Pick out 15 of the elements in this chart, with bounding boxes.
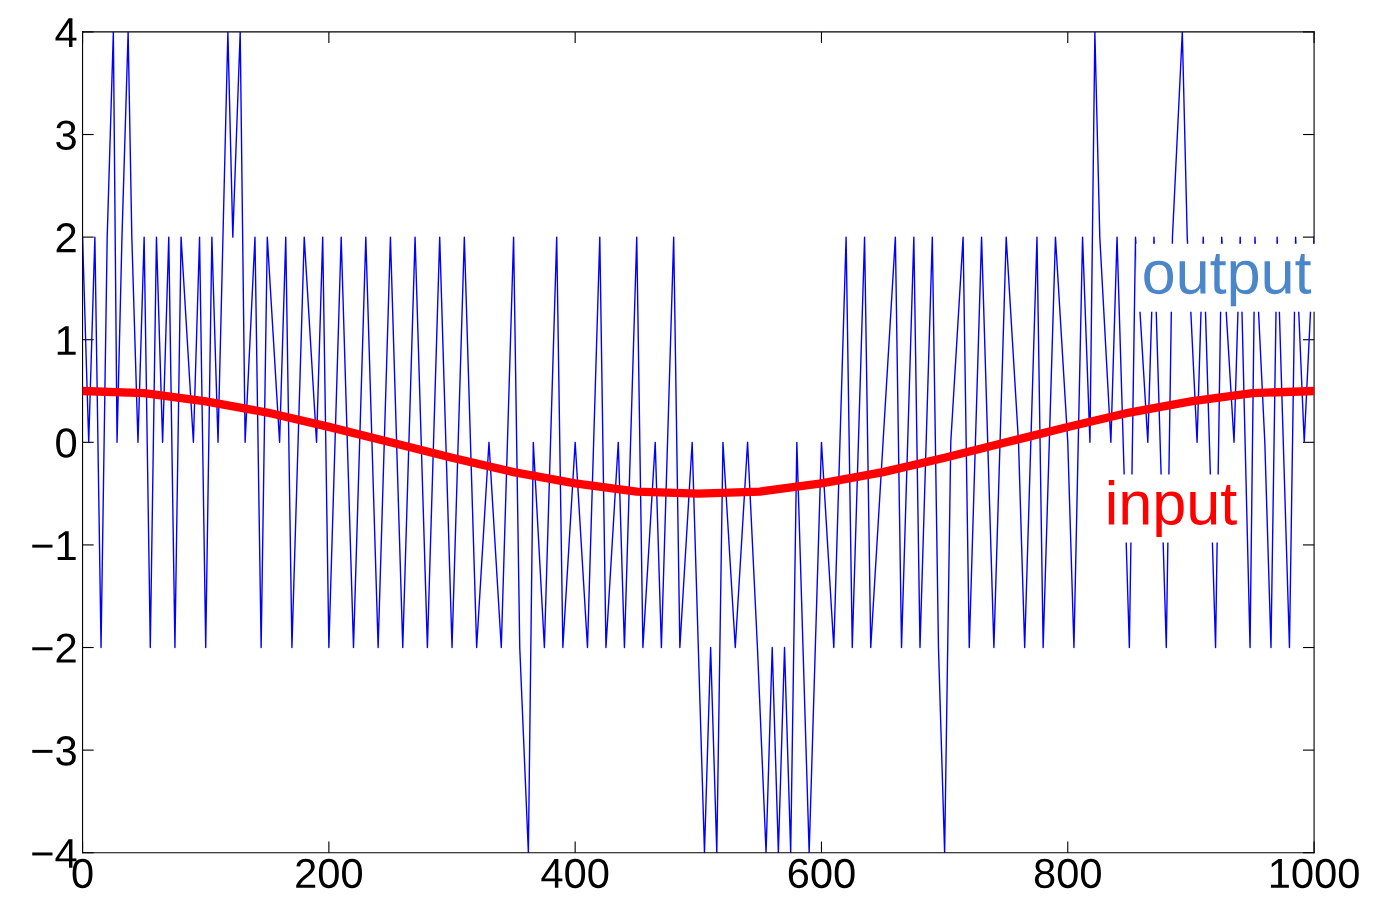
y-tick-label: 2	[56, 223, 76, 253]
y-tick-label: 4	[55, 18, 77, 48]
x-tick-label: 200	[296, 858, 362, 889]
y-tick-label: −3	[32, 736, 76, 766]
series-label: output	[1144, 254, 1312, 307]
x-tick-label: 600	[788, 858, 855, 889]
y-tick-label: 3	[56, 120, 76, 151]
x-tick-label: 800	[1034, 858, 1101, 889]
y-tick-label: −2	[32, 633, 76, 663]
x-tick-label: 400	[541, 858, 609, 889]
y-tick-label: 1	[57, 326, 76, 355]
series-label: input	[1108, 480, 1237, 538]
x-tick-label: 1000	[1270, 858, 1359, 889]
y-tick-label: −1	[32, 531, 76, 561]
y-tick-label: 0	[56, 428, 77, 458]
